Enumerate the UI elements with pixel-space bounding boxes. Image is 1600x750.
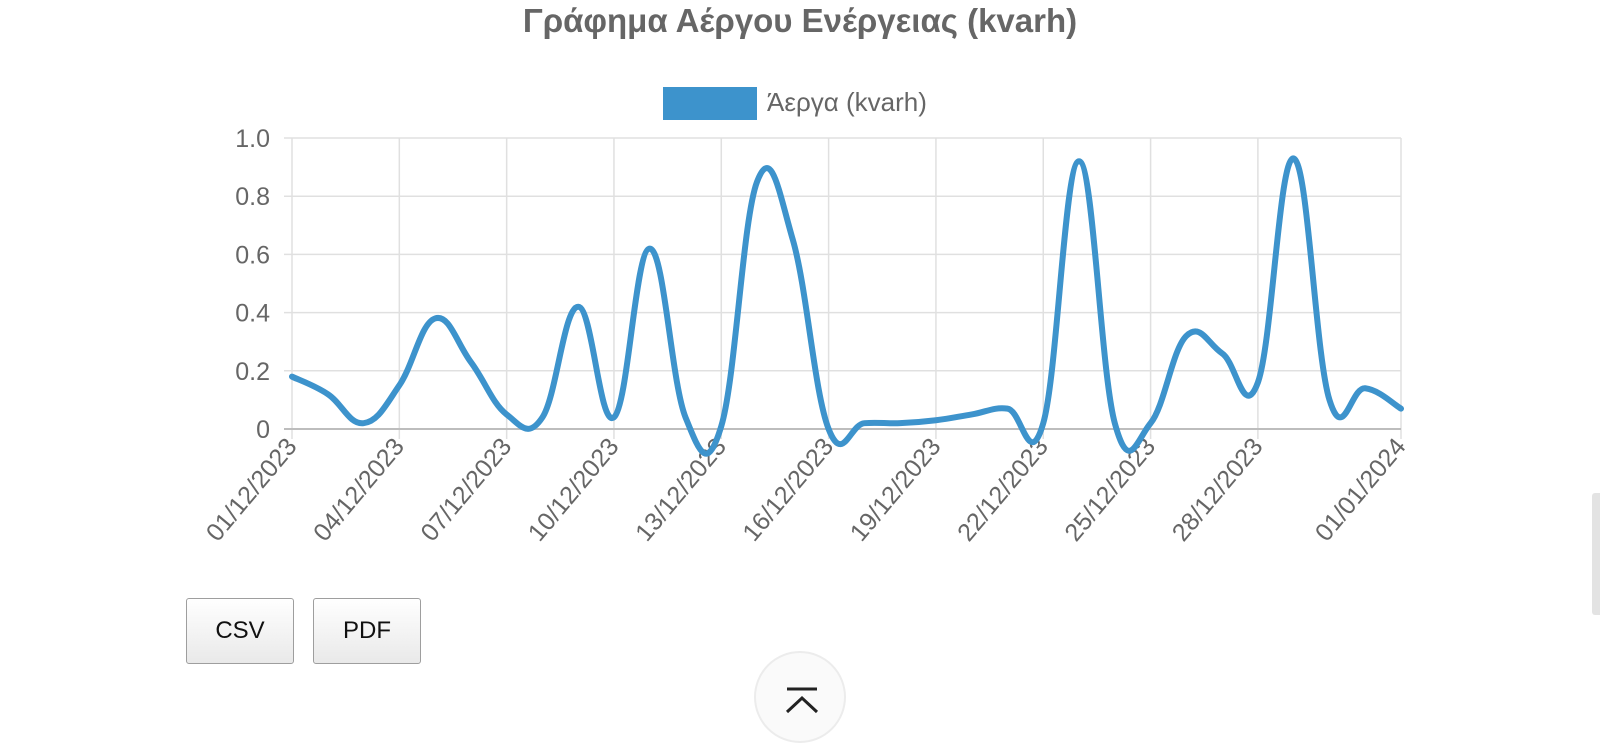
- data-point: [468, 359, 474, 365]
- data-point: [1398, 406, 1404, 412]
- y-tick-label: 0: [256, 416, 270, 444]
- data-point: [1183, 333, 1189, 339]
- data-point: [754, 179, 760, 185]
- data-point: [396, 382, 402, 388]
- x-tick-label: 07/12/2023: [415, 433, 517, 547]
- data-point: [1004, 406, 1010, 412]
- x-tick-label: 01/12/2023: [201, 433, 303, 547]
- data-point: [647, 246, 653, 252]
- data-point: [718, 423, 724, 429]
- side-scroll-handle[interactable]: [1592, 493, 1600, 615]
- x-tick-label: 04/12/2023: [308, 433, 410, 547]
- chart-title: Γράφημα Αέργου Ενέργειας (kvarh): [522, 2, 1078, 39]
- x-tick-label: 22/12/2023: [952, 433, 1054, 547]
- data-point: [1112, 420, 1118, 426]
- data-point: [1291, 155, 1297, 161]
- data-point: [1148, 420, 1154, 426]
- x-tick-label: 16/12/2023: [737, 433, 839, 547]
- data-point: [1255, 379, 1261, 385]
- data-point: [289, 374, 295, 380]
- data-point: [790, 237, 796, 243]
- chart-legend[interactable]: Άεργα (kvarh): [663, 87, 927, 120]
- x-tick-label: 25/12/2023: [1059, 433, 1161, 547]
- x-tick-label: 19/12/2023: [845, 433, 947, 547]
- data-point: [1076, 158, 1082, 164]
- data-point: [897, 420, 903, 426]
- data-point: [1219, 350, 1225, 356]
- data-point: [1362, 385, 1368, 391]
- data-point: [325, 391, 331, 397]
- data-point: [539, 414, 545, 420]
- data-point: [861, 420, 867, 426]
- chevron-up-icon: [785, 687, 819, 714]
- data-point: [933, 417, 939, 423]
- x-tick-label: 01/01/2024: [1310, 433, 1412, 547]
- y-tick-label: 1.0: [235, 125, 270, 153]
- legend-swatch: [663, 87, 757, 120]
- y-tick-label: 0.6: [235, 241, 270, 269]
- data-point: [969, 411, 975, 417]
- x-tick-label: 28/12/2023: [1167, 433, 1269, 547]
- data-point: [1326, 397, 1332, 403]
- export-pdf-button[interactable]: PDF: [313, 598, 421, 664]
- legend-label: Άεργα (kvarh): [767, 87, 927, 117]
- chart-grid: [284, 137, 1402, 439]
- data-point: [683, 414, 689, 420]
- y-tick-label: 0.4: [235, 300, 270, 328]
- y-tick-label: 0.8: [235, 183, 270, 211]
- chart-axes: 0 0.2 0.4 0.6 0.8 1.0 01/12/2023 04/12/2023 07/1…: [201, 125, 1412, 547]
- data-point: [611, 414, 617, 420]
- export-csv-button[interactable]: CSV: [186, 598, 294, 664]
- scroll-to-top-button[interactable]: [754, 651, 846, 743]
- data-point: [826, 426, 832, 432]
- x-tick-label: 10/12/2023: [523, 433, 625, 547]
- chart-series: [289, 155, 1404, 457]
- data-point: [361, 420, 367, 426]
- data-point: [1040, 420, 1046, 426]
- data-point: [504, 411, 510, 417]
- series-line: [289, 155, 1404, 457]
- x-tick-label: 13/12/2023: [630, 433, 732, 547]
- chart-area: 0 0.2 0.4 0.6 0.8 1.0 01/12/2023 04/12/2023 07/1…: [201, 87, 1412, 547]
- data-point: [575, 304, 581, 310]
- data-point: [432, 315, 438, 321]
- y-tick-label: 0.2: [235, 358, 270, 386]
